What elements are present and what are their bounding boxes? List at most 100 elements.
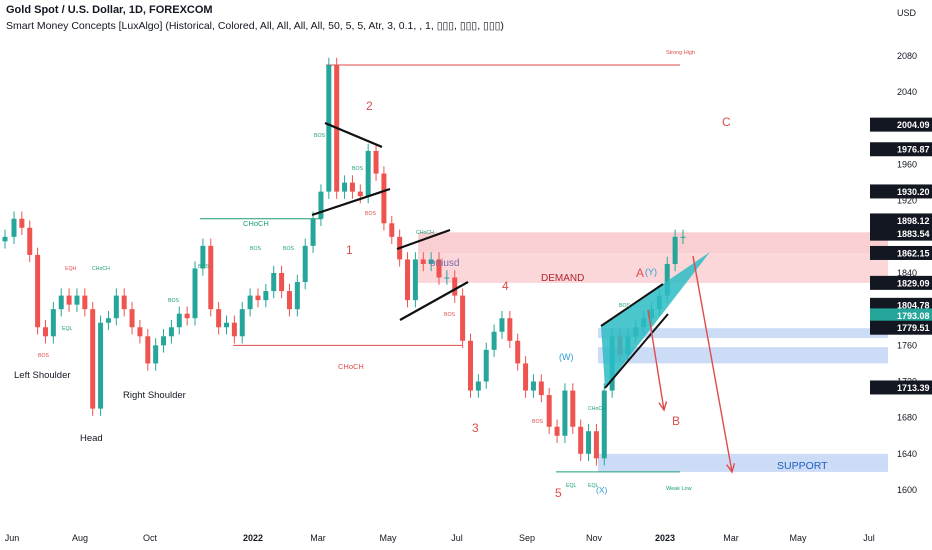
price-tag-label: 1883.54 (897, 229, 930, 239)
annotation-label: Right Shoulder (123, 390, 186, 401)
wedge-upper-line (600, 283, 664, 327)
smc-tag: BOS (198, 264, 209, 270)
candle-body (113, 295, 119, 319)
candle-body (27, 227, 33, 255)
annotation-label: Head (80, 433, 103, 444)
rising-wedge (601, 252, 710, 388)
smc-tag: BOS (619, 303, 630, 309)
smc-tag: BOS (314, 133, 325, 139)
candle-body (200, 245, 206, 269)
annotation-label: A (636, 266, 644, 280)
candle-body (271, 273, 277, 292)
x-tick-label: 2023 (655, 533, 675, 543)
price-tag-box (870, 226, 932, 241)
price-tag-label: 1829.09 (897, 278, 930, 288)
wedge-lower-line (604, 313, 669, 389)
candle-body (593, 431, 599, 459)
price-tag: 1883.54 (870, 226, 932, 241)
annotation-label: 3 (472, 421, 479, 435)
candle-body (208, 245, 214, 310)
candle-body (255, 295, 261, 301)
price-tag-label: 1898.12 (897, 216, 930, 226)
y-tick-label: 1640 (897, 449, 917, 459)
currency-label: USD (897, 8, 917, 18)
candle-body (286, 291, 292, 310)
candle-body (491, 331, 497, 350)
projection-arrow-b (647, 309, 665, 411)
candle-body (318, 191, 324, 219)
candle-body (184, 313, 190, 319)
annotation-label: 5 (555, 486, 562, 500)
blue-box-2 (598, 347, 888, 364)
price-tag-box (870, 320, 932, 335)
candle-body (680, 236, 686, 238)
candle-body (153, 345, 159, 364)
price-tag-label: 1713.39 (897, 383, 930, 393)
candle-body (664, 263, 670, 296)
smc-tag: EQH (65, 266, 76, 272)
candle-body (224, 322, 230, 328)
price-tag-label: 2004.09 (897, 120, 930, 130)
candle-body (74, 295, 80, 305)
y-tick-label: 1600 (897, 485, 917, 495)
y-tick-label: 1680 (897, 413, 917, 423)
triangle-lower-line (311, 187, 391, 217)
x-tick-label: Jul (863, 533, 875, 543)
annotation-label: CHoCH (243, 219, 269, 228)
price-tag-box (870, 308, 932, 323)
candle-body (523, 363, 529, 391)
candle-body (436, 259, 442, 278)
smc-tag: CHoCH (416, 230, 434, 236)
candle-body (192, 268, 198, 319)
candle-body (365, 150, 371, 197)
demand-zone (418, 253, 888, 283)
price-tag-box (870, 275, 932, 290)
annotation-label: (W) (559, 352, 574, 362)
candle-body (546, 395, 552, 427)
price-tag: 1930.20 (870, 184, 932, 199)
x-tick-label: Mar (310, 533, 326, 543)
price-tag: 1862.15 (870, 245, 932, 260)
price-tag-box (870, 245, 932, 260)
smc-tag: EQL (566, 483, 576, 489)
candle-body (428, 259, 434, 264)
price-tag-box (870, 380, 932, 395)
y-tick-label: 1760 (897, 340, 917, 350)
candle-body (66, 295, 72, 305)
projection-arrow-c-head (726, 463, 736, 474)
projection-arrow-c (692, 255, 733, 473)
x-tick-label: Nov (586, 533, 603, 543)
flag-upper-line (396, 228, 451, 251)
y-tick-label: 2040 (897, 87, 917, 97)
candle-body (578, 426, 584, 454)
price-tag: 1898.12 (870, 213, 932, 228)
candle-body (601, 390, 607, 459)
candle-body (11, 218, 17, 237)
price-tag-label: 1930.20 (897, 187, 930, 197)
price-tag-box (870, 142, 932, 157)
candle-body (161, 336, 167, 346)
price-tag-box (870, 184, 932, 199)
candle-body (389, 223, 395, 237)
annotation-label: 2 (366, 99, 373, 113)
candle-body (467, 340, 473, 391)
x-tick-label: Mar (723, 533, 739, 543)
x-tick-label: May (789, 533, 807, 543)
price-tag: 1804.78 (870, 297, 932, 312)
candle-body (42, 327, 48, 337)
annotation-label: (X) (596, 485, 608, 495)
candle-body (349, 182, 355, 192)
projection-arrow-b-head (658, 401, 668, 412)
annotation-label: (Y) (645, 267, 657, 277)
candle-body (515, 340, 521, 364)
annotation-label: Weak Low (666, 486, 692, 492)
price-tag-box (870, 297, 932, 312)
x-tick-label: Oct (143, 533, 158, 543)
candle-body (460, 295, 466, 341)
candle-body (326, 65, 332, 192)
x-tick-label: Jul (451, 533, 463, 543)
annotation-label: CHoCH (338, 362, 364, 371)
candle-body (239, 309, 245, 337)
support-zone (598, 453, 888, 472)
